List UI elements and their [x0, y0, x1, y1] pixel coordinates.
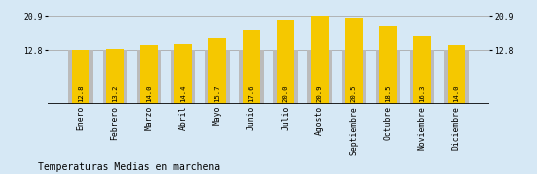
Bar — [106, 49, 124, 104]
Text: 20.0: 20.0 — [282, 85, 288, 102]
Bar — [277, 20, 294, 104]
Bar — [447, 45, 465, 104]
Bar — [273, 50, 298, 104]
Bar — [311, 16, 329, 104]
Text: 14.0: 14.0 — [146, 85, 152, 102]
Bar — [345, 18, 362, 104]
Text: 17.6: 17.6 — [249, 85, 255, 102]
Text: 20.5: 20.5 — [351, 85, 357, 102]
Bar — [410, 50, 434, 104]
Text: 15.7: 15.7 — [214, 85, 220, 102]
Text: 13.2: 13.2 — [112, 85, 118, 102]
Text: 16.3: 16.3 — [419, 85, 425, 102]
Bar — [208, 38, 226, 104]
Bar — [376, 50, 401, 104]
Bar — [379, 26, 397, 104]
Text: 14.0: 14.0 — [453, 85, 459, 102]
Bar — [413, 36, 431, 104]
Bar — [72, 50, 90, 104]
Text: 14.4: 14.4 — [180, 85, 186, 102]
Text: Temperaturas Medias en marchena: Temperaturas Medias en marchena — [38, 162, 220, 172]
Bar — [103, 50, 127, 104]
Text: 18.5: 18.5 — [385, 85, 391, 102]
Bar — [239, 50, 264, 104]
Bar — [171, 50, 195, 104]
Bar — [308, 50, 332, 104]
Bar — [175, 44, 192, 104]
Bar — [205, 50, 229, 104]
Bar — [140, 45, 158, 104]
Bar — [243, 30, 260, 104]
Text: 12.8: 12.8 — [78, 85, 84, 102]
Bar — [136, 50, 161, 104]
Bar — [342, 50, 366, 104]
Text: 20.9: 20.9 — [317, 85, 323, 102]
Bar — [68, 50, 93, 104]
Bar — [444, 50, 469, 104]
